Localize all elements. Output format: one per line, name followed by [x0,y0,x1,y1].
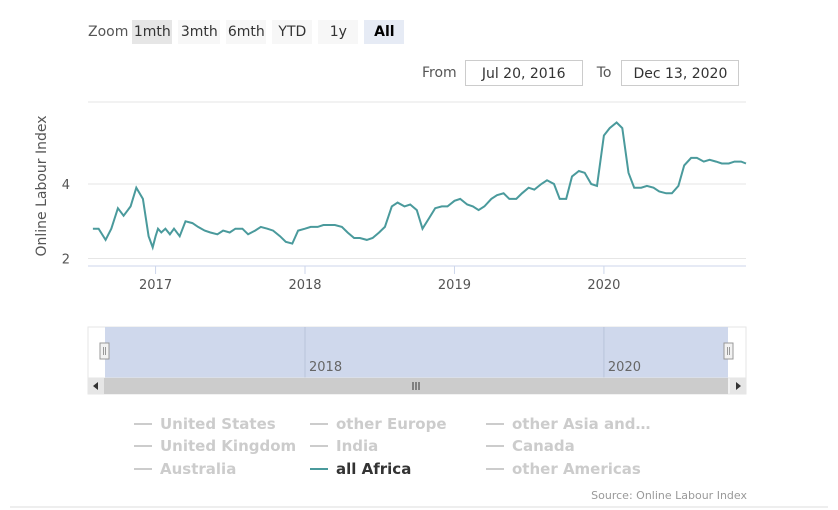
navigator-selected-range[interactable] [105,327,728,378]
legend-label: all Africa [336,460,412,478]
legend-item-other-europe[interactable]: other Europe [310,414,447,434]
legend-swatch [310,468,328,470]
navigator-left-handle[interactable] [99,342,110,360]
navigator-ticks: 2018 2020 [304,327,641,378]
y-tick-label: 4 [62,178,70,193]
source-credit: Source: Online Labour Index [591,489,747,502]
legend-item-united-states[interactable]: United States [134,414,276,434]
to-date-input[interactable]: Dec 13, 2020 [621,60,740,86]
legend-label: other Americas [512,460,641,478]
zoom-3mth-button[interactable]: 3mth [178,20,221,44]
y-axis-label: Online Labour Index [34,115,50,256]
legend-swatch [134,468,152,470]
navigator-tick-label: 2020 [608,360,641,375]
navigator-right-handle[interactable] [723,342,734,360]
x-tick-label: 2020 [587,278,620,293]
legend-swatch [310,445,328,447]
date-range: From Jul 20, 2016 To Dec 13, 2020 [422,59,740,87]
navigator: 2018 2020 [87,326,747,395]
legend-swatch [134,445,152,447]
legend-swatch [310,423,328,425]
legend-swatch [486,423,504,425]
arrow-left-icon [93,382,98,390]
navigator-tick-label: 2018 [309,360,342,375]
zoom-bar: Zoom 1mth 3mth 6mth YTD 1y All [88,20,410,44]
x-tick-label: 2018 [288,278,321,293]
to-label: To [596,65,612,81]
legend-item-canada[interactable]: Canada [486,436,575,456]
from-date-input[interactable]: Jul 20, 2016 [464,60,583,86]
y-tick-label: 2 [62,253,70,268]
x-tick-label: 2017 [139,278,172,293]
zoom-ytd-button[interactable]: YTD [272,20,313,44]
zoom-all-button[interactable]: All [364,20,405,44]
series-line-all-africa[interactable] [92,121,747,251]
scrollbar-grip-icon [412,382,420,390]
zoom-1mth-button[interactable]: 1mth [132,20,173,44]
y-tick-labels: 24 [62,178,70,268]
legend-label: other Asia and… [512,415,651,433]
legend-swatch [134,423,152,425]
x-tick-labels: 2017 2018 2019 2020 [139,266,620,293]
legend-label: Australia [160,460,237,478]
from-label: From [422,65,457,81]
x-tick-label: 2019 [438,278,471,293]
zoom-label: Zoom [88,24,129,40]
legend-label: other Europe [336,415,447,433]
legend-swatch [486,445,504,447]
legend-label: United States [160,415,276,433]
gridlines [88,101,746,267]
legend-swatch [486,468,504,470]
legend-item-other-americas[interactable]: other Americas [486,459,641,479]
legend-label: Canada [512,437,575,455]
legend-item-united-kingdom[interactable]: United Kingdom [134,436,296,456]
legend-item-all-africa[interactable]: all Africa [310,459,411,479]
legend-item-australia[interactable]: Australia [134,459,236,479]
zoom-1y-button[interactable]: 1y [318,20,359,44]
legend-label: India [336,437,379,455]
line-chart: Online Labour Index 24 2017 2018 2019 2020 … [34,101,747,395]
legend-label: United Kingdom [160,437,297,455]
arrow-right-icon [736,382,741,390]
legend-item-other-asia[interactable]: other Asia and… [486,414,651,434]
divider [10,506,828,508]
legend-item-india[interactable]: India [310,436,378,456]
zoom-6mth-button[interactable]: 6mth [226,20,267,44]
